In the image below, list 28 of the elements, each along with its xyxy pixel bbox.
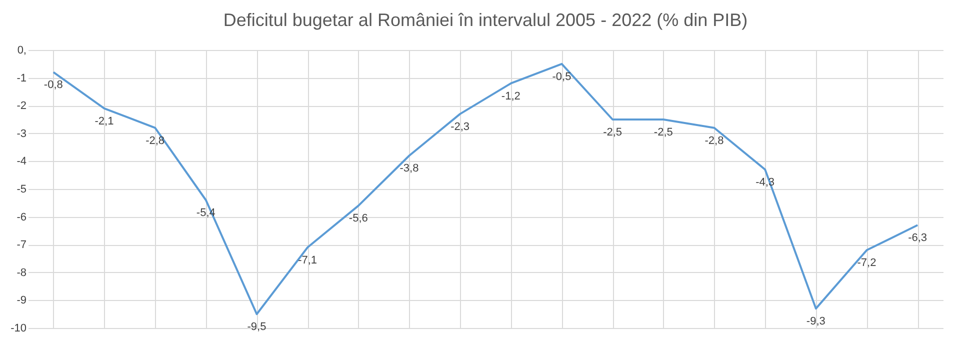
y-tick-label: -7 [16, 239, 26, 252]
data-label: -2,1 [94, 115, 114, 128]
y-tick-label: 0, [17, 44, 26, 56]
data-label: -2,8 [146, 134, 165, 147]
data-label: -7,1 [298, 254, 318, 266]
data-label: -3,8 [400, 162, 419, 175]
y-tick-label: -8 [16, 266, 26, 279]
y-tick-label: -2 [16, 100, 26, 112]
y-tick-label: -1 [16, 72, 26, 84]
y-tick-label: -4 [16, 156, 26, 168]
data-label: -1,2 [501, 90, 520, 102]
chart-title: Deficitul bugetar al României în intervalul 2005 - 2022 (% din PIB) [223, 10, 748, 30]
data-label: -7,2 [857, 257, 876, 270]
data-label: -0,8 [44, 79, 63, 92]
y-tick-label: -3 [16, 128, 26, 140]
y-tick-label: -10 [10, 322, 26, 334]
data-label: -6,3 [908, 232, 928, 244]
data-label: -0,5 [552, 70, 572, 83]
data-label: -5,6 [348, 212, 368, 225]
data-label: -2,5 [603, 126, 622, 138]
data-label: -9,5 [247, 321, 266, 334]
y-tick-label: -5 [16, 184, 26, 196]
data-label: -9,3 [806, 316, 826, 328]
data-label: -2,5 [654, 126, 673, 138]
data-label: -2,8 [704, 134, 724, 147]
y-tick-label: -9 [16, 294, 26, 307]
y-tick-label: -6 [16, 211, 26, 224]
data-label: -2,3 [450, 120, 470, 133]
